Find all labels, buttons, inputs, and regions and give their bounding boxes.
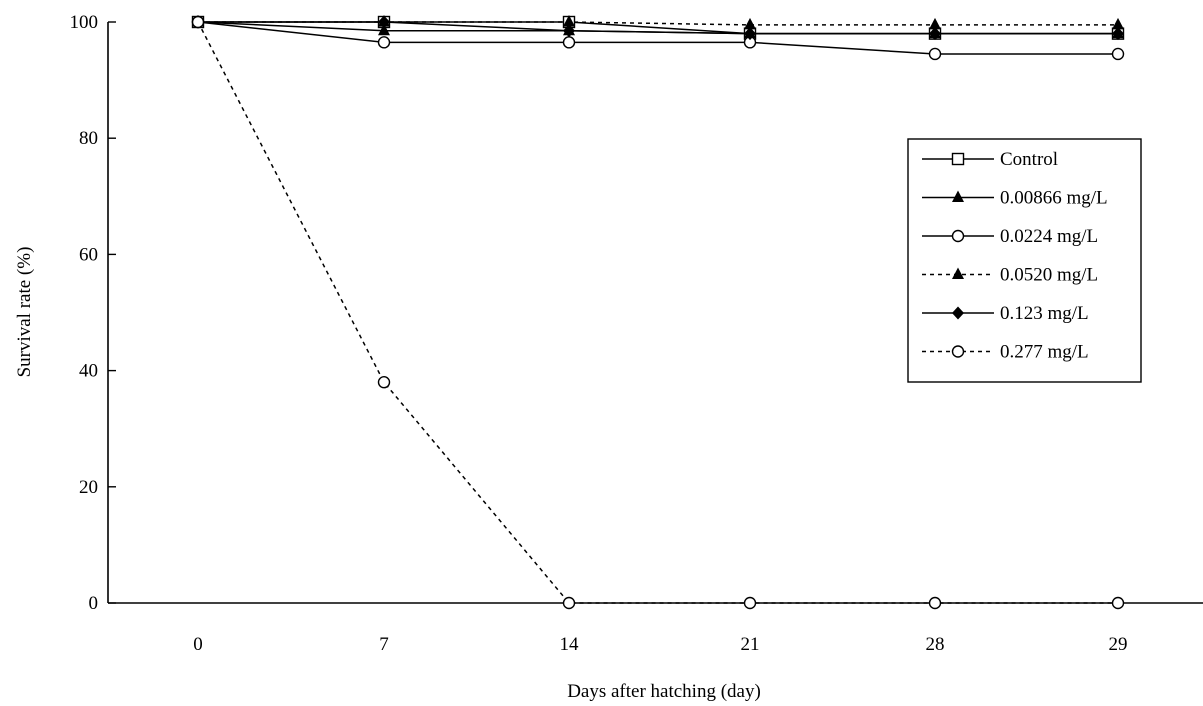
legend-item: 0.00866 mg/L [922, 188, 1108, 209]
x-tick-label: 29 [1109, 634, 1128, 655]
series-line [198, 21, 1118, 35]
y-axis-label: Survival rate (%) [14, 247, 35, 378]
data-point [191, 15, 205, 29]
x-tick-label: 0 [193, 634, 203, 655]
data-point [1111, 47, 1125, 61]
x-tick-label: 14 [560, 634, 580, 655]
x-ticks: 0 7 14 21 28 29 [193, 634, 1127, 655]
data-point [743, 596, 757, 610]
y-ticks: 0 20 40 60 80 100 [70, 12, 116, 614]
data-point [929, 27, 941, 41]
data-point [377, 376, 391, 389]
series-2 [191, 15, 1125, 61]
legend-item: 0.0224 mg/L [922, 226, 1098, 247]
data-point [928, 596, 942, 610]
legend-marker [952, 306, 964, 320]
data-point [378, 15, 390, 29]
x-axis-label: Days after hatching (day) [567, 681, 761, 702]
legend-marker [952, 190, 964, 202]
series-5 [191, 15, 1125, 610]
legend-marker [952, 267, 964, 279]
data-point [377, 36, 391, 49]
series-1 [192, 15, 1124, 39]
data-point [1112, 17, 1124, 30]
data-point [928, 47, 942, 61]
series-layer [191, 15, 1125, 610]
data-point [562, 36, 576, 49]
legend-label: 0.00866 mg/L [1000, 188, 1108, 209]
y-tick-label: 20 [79, 477, 98, 498]
legend-label: 0.123 mg/L [1000, 303, 1089, 324]
legend-marker [951, 345, 965, 358]
legend-item: 0.123 mg/L [922, 303, 1089, 324]
legend-marker [951, 229, 965, 243]
x-tick-label: 21 [741, 634, 760, 655]
y-tick-label: 80 [79, 128, 98, 149]
y-tick-label: 100 [70, 12, 99, 33]
legend-label: 0.0520 mg/L [1000, 265, 1098, 286]
y-tick-label: 40 [79, 361, 98, 382]
legend-label: 0.0224 mg/L [1000, 226, 1098, 247]
data-point [1112, 27, 1124, 41]
legend-item: 0.277 mg/L [922, 342, 1089, 363]
data-point [744, 27, 756, 41]
y-tick-label: 0 [89, 593, 99, 614]
data-point [562, 596, 576, 610]
legend-marker [951, 152, 965, 166]
series-line [197, 21, 1118, 55]
legend-item: Control [922, 149, 1058, 170]
x-tick-label: 28 [926, 634, 945, 655]
series-4 [192, 15, 1124, 41]
series-line [197, 21, 1118, 604]
x-tick-label: 7 [379, 634, 389, 655]
legend: Control 0.00866 mg/L 0.0224 mg/L 0.0520 mg/… [907, 138, 1142, 383]
data-point [1111, 596, 1125, 610]
legend-label: Control [1000, 149, 1058, 170]
y-tick-label: 60 [79, 244, 98, 265]
legend-box [907, 138, 1142, 383]
legend-item: 0.0520 mg/L [922, 265, 1098, 286]
data-point [378, 23, 390, 36]
data-point [563, 24, 575, 38]
legend-label: 0.277 mg/L [1000, 342, 1089, 363]
data-point [563, 15, 575, 27]
data-point [744, 17, 756, 30]
data-point [929, 17, 941, 30]
